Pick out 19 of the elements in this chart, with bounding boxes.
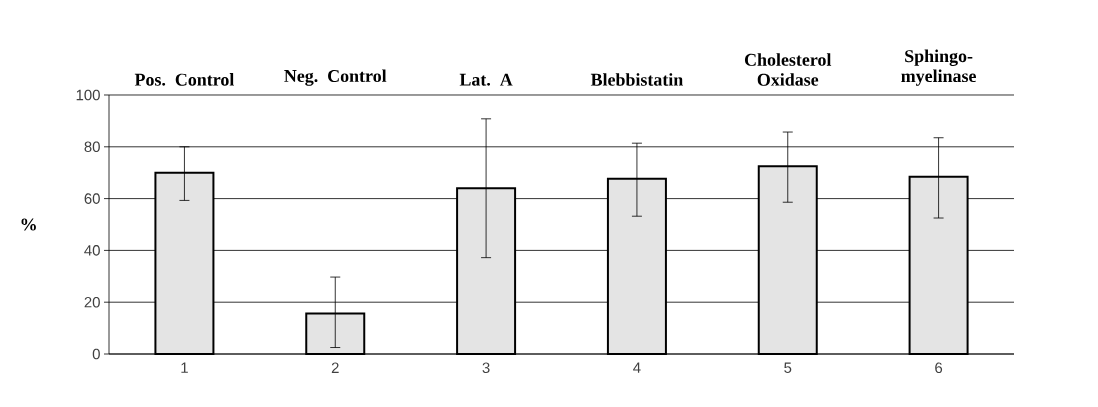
text: Pos. Control — [134, 73, 235, 86]
x-tick-label: 3 — [482, 362, 490, 374]
x-tick-label: 4 — [633, 362, 641, 373]
text: Blebbistatin — [590, 73, 683, 86]
x-tick-label: 1 — [181, 362, 188, 373]
text: Neg. Control — [284, 69, 387, 86]
text: Sphingo-myelinase — [901, 49, 976, 86]
x-tick-label: 5 — [784, 362, 792, 373]
y-tick-label: 0 — [92, 348, 100, 360]
y-tick-label: 40 — [84, 245, 100, 256]
y-tick-label: 80 — [84, 141, 100, 153]
y-tick-label: 20 — [84, 296, 100, 308]
x-tick-label: 2 — [331, 362, 339, 373]
y-axis-title: % — [21, 218, 36, 231]
text: Lat. A — [459, 73, 513, 86]
x-tick-label: 6 — [935, 362, 943, 374]
y-tick-label: 60 — [84, 193, 100, 204]
y-tick-label: 100 — [76, 89, 100, 101]
text: Cholesterol Oxidase — [744, 53, 832, 86]
